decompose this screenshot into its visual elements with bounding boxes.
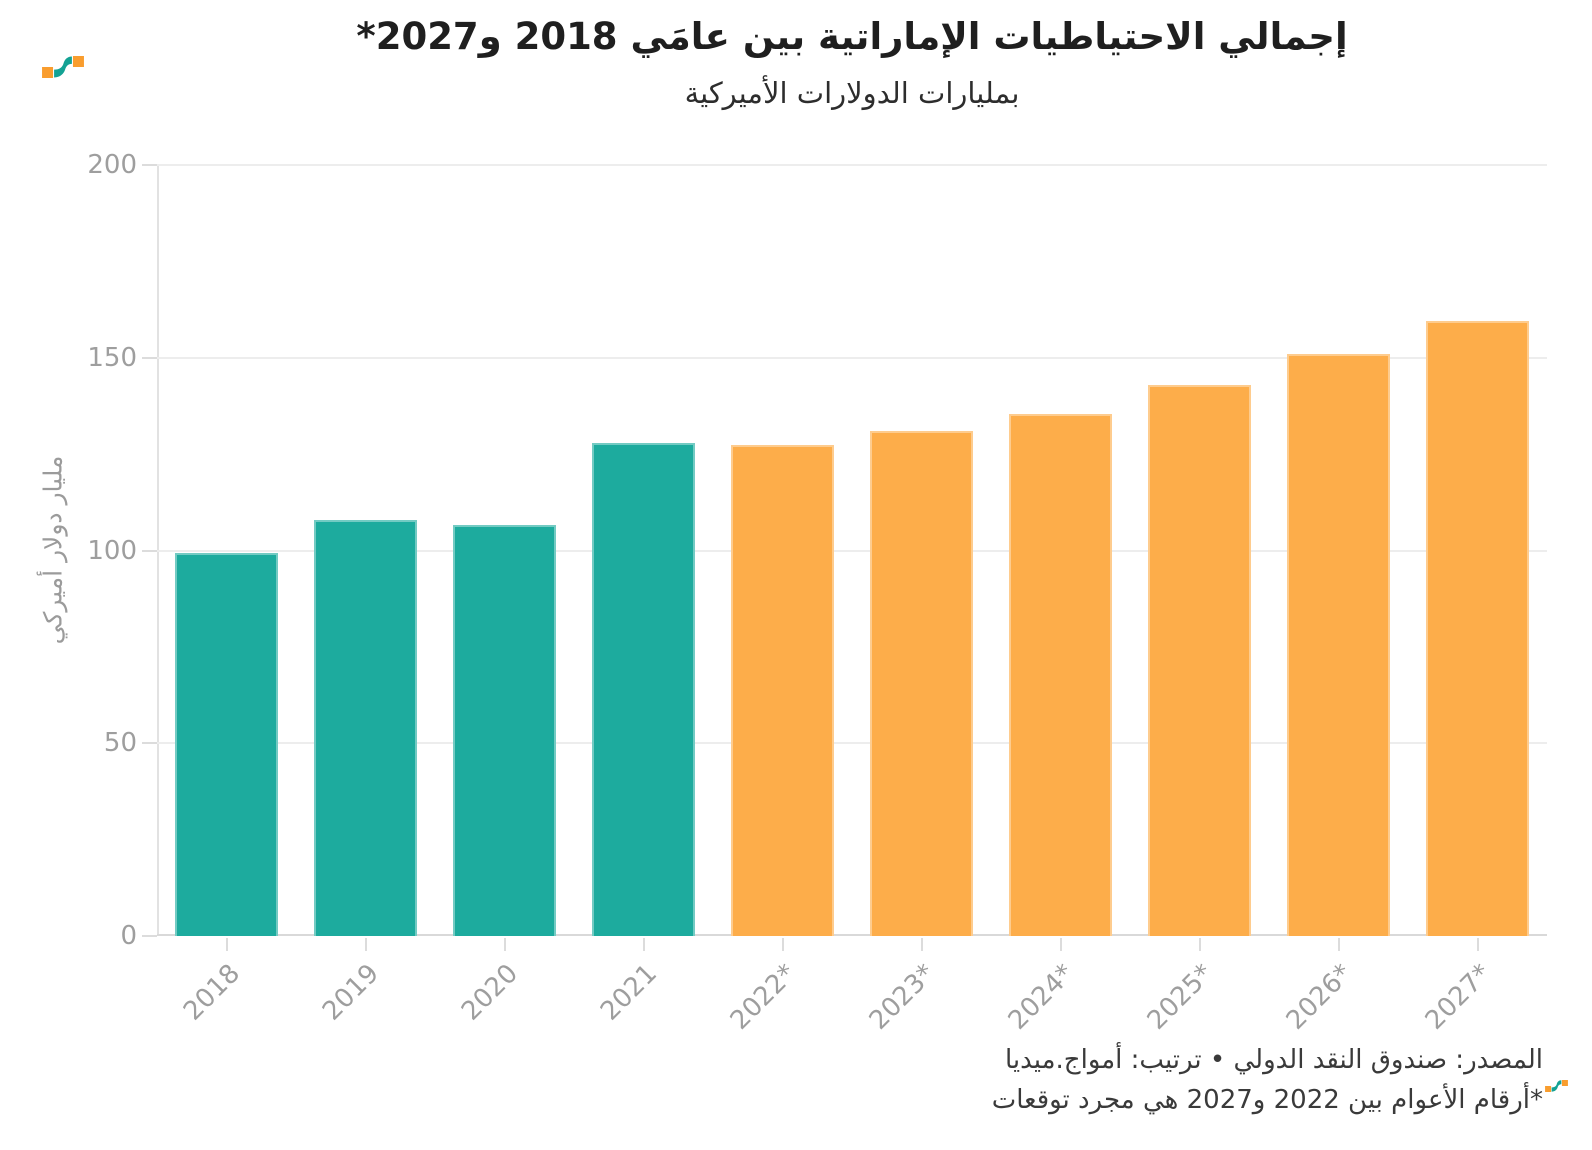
footnote-line: *أرقام الأعوام بين 2022 و2027 هي مجرد تو… — [991, 1085, 1543, 1115]
x-tick-label-text: 2018 — [178, 958, 247, 1027]
bar-2022 — [731, 444, 834, 936]
x-tick-label-text: 2025* — [1142, 958, 1220, 1036]
bars-container: 2018 2019 2020 2021 2022* 2023* 2024* 2025* 2026… — [157, 165, 1547, 1036]
logo-wave-icon — [54, 56, 72, 78]
logo-orange-square-bottom-left — [42, 67, 54, 78]
bar-2025 — [1148, 384, 1251, 936]
logo-wave-icon — [1551, 1080, 1562, 1092]
x-tick-mark-2025 — [1198, 938, 1201, 951]
y-tick-label-200: 200 — [87, 150, 137, 180]
bar-slot-2019: 2019 — [296, 165, 435, 1027]
x-tick-label-text: 2024* — [1003, 958, 1081, 1036]
plot-area: 2018 2019 2020 2021 2022* 2023* 2024* 2025* 2026… — [87, 152, 1547, 1036]
source-line: المصدر: صندوق النقد الدولي • ترتيب: أموا… — [1004, 1045, 1543, 1075]
chart-title: إجمالي الاحتياطيات الإماراتية بين عامَي … — [356, 15, 1348, 58]
x-tick-mark-2018 — [225, 938, 228, 951]
x-tick-mark-2019 — [364, 938, 367, 951]
bar-2019 — [314, 520, 417, 936]
logo-orange-square-top-right — [72, 56, 84, 67]
x-tick-mark-2027 — [1476, 938, 1479, 951]
y-tick-label-50: 50 — [103, 728, 137, 759]
gridline-200 — [157, 164, 1547, 166]
y-tick-label-100: 100 — [87, 535, 137, 566]
x-tick-label-text: 2019 — [317, 958, 386, 1027]
x-tick-label-text: 2021 — [595, 958, 664, 1027]
chart-subtitle: بمليارات الدولارات الأميركية — [684, 76, 1020, 110]
gridline-100 — [157, 549, 1547, 552]
bar-slot-2022: 2022* — [713, 165, 852, 1036]
y-tick-mark-50 — [142, 742, 157, 745]
bar-slot-2023: 2023* — [852, 165, 991, 1036]
x-axis-line — [157, 934, 1547, 936]
bar-slot-2026: 2026* — [1269, 165, 1408, 1036]
bar-2024 — [1009, 413, 1112, 936]
gridline-50 — [157, 742, 1547, 745]
y-tick-mark-100 — [142, 549, 157, 552]
bar-slot-2018: 2018 — [157, 165, 296, 1027]
gridline-150 — [157, 356, 1547, 359]
x-tick-mark-2022 — [781, 938, 784, 951]
bar-slot-2021: 2021 — [574, 165, 713, 1027]
y-tick-mark-200 — [142, 164, 157, 166]
x-tick-mark-2021 — [642, 938, 645, 951]
amwaj-logo-small-graphic — [1545, 1080, 1568, 1092]
x-tick-label-text: 2027* — [1420, 958, 1498, 1036]
bar-2020 — [453, 525, 556, 936]
y-tick-mark-150 — [142, 356, 157, 359]
x-tick-label-text: 2022* — [725, 958, 803, 1036]
bar-slot-2027: 2027* — [1408, 165, 1547, 1036]
bar-slot-2024: 2024* — [991, 165, 1130, 1036]
x-tick-label-text: 2020 — [456, 958, 525, 1027]
y-tick-label-0: 0 — [120, 921, 137, 951]
x-tick-mark-2026 — [1337, 938, 1340, 951]
bar-2027 — [1426, 321, 1529, 936]
x-tick-mark-2024 — [1059, 938, 1062, 951]
footer: المصدر: صندوق النقد الدولي • ترتيب: أموا… — [992, 1040, 1543, 1120]
x-tick-label-text: 2023* — [864, 958, 942, 1036]
bar-2023 — [870, 431, 973, 936]
x-tick-mark-2020 — [503, 938, 506, 951]
y-tick-label-150: 150 — [87, 342, 137, 373]
x-tick-label-text: 2026* — [1281, 958, 1359, 1036]
bar-2026 — [1287, 353, 1390, 936]
bar-2021 — [592, 443, 695, 936]
bar-slot-2020: 2020 — [435, 165, 574, 1027]
amwaj-logo-graphic — [42, 56, 84, 78]
amwaj-logo-small — [1545, 1077, 1568, 1096]
amwaj-logo — [42, 56, 84, 82]
y-axis-title: مليار دولار أميركي — [38, 455, 68, 645]
logo-orange-square-bottom-left — [1545, 1086, 1552, 1092]
x-tick-mark-2023 — [920, 938, 923, 951]
bar-slot-2025: 2025* — [1130, 165, 1269, 1036]
bar-2018 — [175, 553, 278, 936]
logo-orange-square-top-right — [1561, 1080, 1568, 1086]
y-tick-mark-0 — [142, 935, 157, 937]
